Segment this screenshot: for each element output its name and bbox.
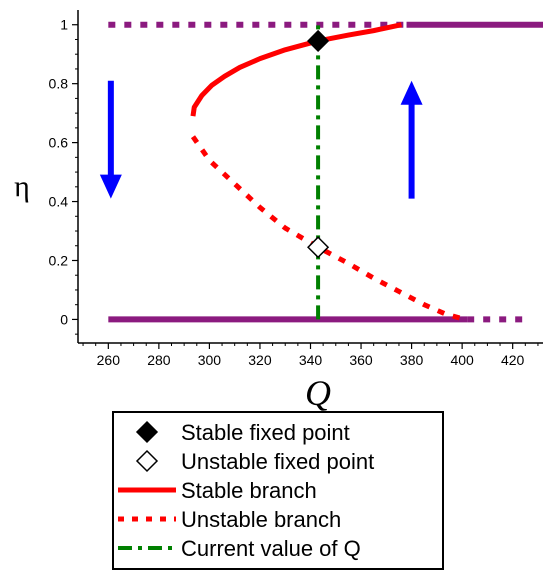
x-tick-label: 340: [299, 352, 323, 368]
y-tick-label: 0.2: [49, 252, 69, 268]
unstable-branch-line: [190, 135, 466, 322]
y-tick-label: 0.6: [49, 135, 69, 151]
x-axis: 260 280 300 320 340 360 380 400 420: [78, 342, 543, 368]
y-tick-label: 0: [60, 311, 68, 327]
legend-stable-branch-label: Stable branch: [181, 478, 317, 503]
x-tick-label: 360: [349, 352, 373, 368]
y-tick-label: 1: [60, 17, 68, 33]
legend-unstable-fixed-point-symbol: [135, 449, 159, 473]
stable-branch-line: [190, 22, 402, 117]
stable-fixed-point-marker: [307, 29, 330, 53]
legend-unstable-fixed-point-label: Unstable fixed point: [181, 449, 374, 474]
x-tick-label: 400: [450, 352, 474, 368]
x-tick-label: 300: [198, 352, 222, 368]
unstable-fixed-point-marker: [307, 236, 330, 259]
x-tick-label: 320: [248, 352, 272, 368]
y-axis-title: η: [14, 170, 30, 203]
arrow-up-head: [400, 80, 423, 105]
plot-area: [99, 21, 543, 323]
arrow-down-head: [99, 174, 122, 199]
y-axis: 0 0.2 0.4 0.6 0.8 1: [49, 10, 79, 343]
x-tick-label: 280: [147, 352, 171, 368]
y-tick-label: 0.4: [49, 194, 69, 210]
legend-unstable-branch-label: Unstable branch: [181, 507, 341, 532]
legend-stable-fixed-point-label: Stable fixed point: [181, 420, 350, 445]
x-tick-label: 260: [97, 352, 121, 368]
legend-stable-fixed-point-symbol: [135, 420, 159, 444]
y-tick-label: 0.8: [49, 76, 69, 92]
x-tick-label: 420: [501, 352, 525, 368]
x-axis-title: Q: [305, 373, 331, 413]
legend-current-value-of-q-label: Current value of Q: [181, 536, 361, 561]
legend: Stable fixed point Unstable fixed point St…: [112, 411, 444, 570]
x-tick-label: 380: [400, 352, 424, 368]
